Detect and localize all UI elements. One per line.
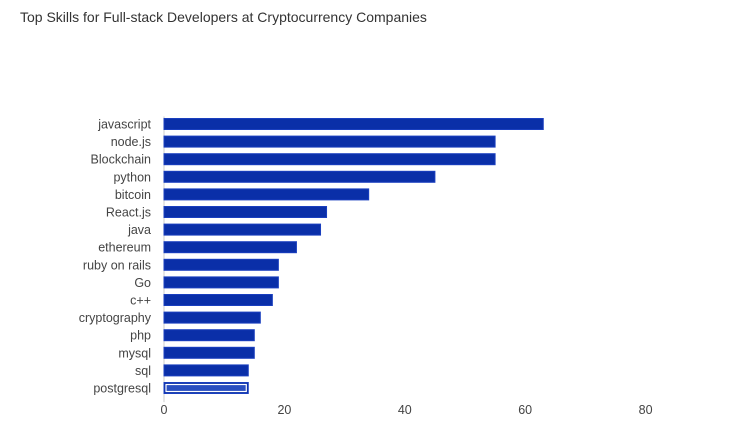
- chart-title: Top Skills for Full-stack Developers at …: [20, 9, 427, 25]
- x-tick-label: 60: [518, 403, 532, 417]
- bar-cryptography: [163, 311, 261, 324]
- category-label: Go: [134, 276, 151, 290]
- bar-sql: [163, 364, 249, 377]
- category-label: cryptography: [79, 311, 152, 325]
- x-tick-label: 40: [398, 403, 412, 417]
- category-label: Blockchain: [91, 153, 151, 167]
- bar-ruby-on-rails: [163, 258, 279, 271]
- bar-blockchain: [163, 153, 496, 166]
- category-label: postgresql: [93, 382, 151, 396]
- category-label: python: [113, 170, 151, 184]
- bar-node-js: [163, 135, 496, 148]
- x-tick-label: 20: [277, 403, 291, 417]
- category-label: node.js: [111, 135, 151, 149]
- category-label: c++: [130, 294, 151, 308]
- category-label: sql: [135, 364, 151, 378]
- bar-bitcoin: [163, 188, 370, 201]
- bar-c-: [163, 294, 273, 306]
- bar-java: [163, 223, 322, 236]
- bar-php: [163, 329, 255, 342]
- category-label: React.js: [106, 206, 151, 220]
- category-label: php: [130, 329, 151, 343]
- category-label: java: [127, 223, 151, 237]
- category-label: mysql: [118, 346, 151, 360]
- category-label: ruby on rails: [83, 258, 151, 272]
- category-label: bitcoin: [115, 188, 151, 202]
- bar-highlight-outline: [165, 383, 247, 393]
- x-tick-label: 80: [639, 403, 653, 417]
- bar-ethereum: [163, 241, 297, 254]
- bar-javascript: [163, 118, 544, 130]
- bar-mysql: [163, 346, 255, 359]
- bar-react-js: [163, 206, 328, 218]
- bar-go: [163, 276, 279, 289]
- category-label: ethereum: [98, 241, 151, 255]
- category-label: javascript: [97, 118, 151, 132]
- x-tick-label: 0: [161, 403, 168, 417]
- bar-python: [163, 170, 436, 183]
